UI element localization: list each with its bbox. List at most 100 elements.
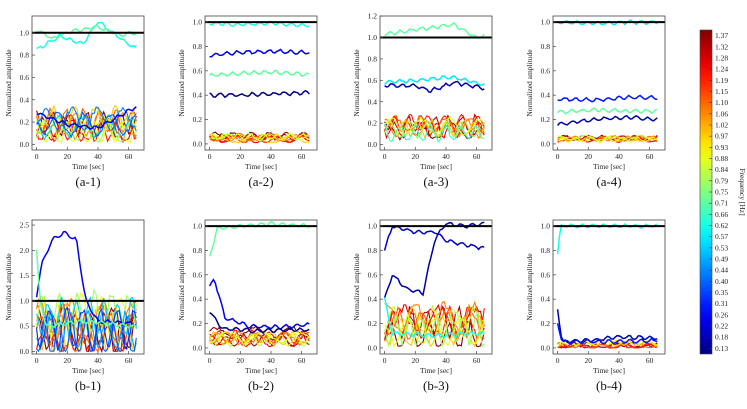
y-tick-label: 0.0 bbox=[193, 139, 203, 148]
colorbar-tick-label: 0.44 bbox=[715, 266, 728, 275]
cluster-trace bbox=[36, 296, 137, 341]
y-tick-label: 0.4 bbox=[368, 295, 378, 304]
series-line-0.18 bbox=[557, 114, 658, 126]
colorbar-tick-label: 1.37 bbox=[715, 31, 728, 40]
x-tick-label: 0 bbox=[556, 152, 560, 161]
y-tick-label: 0.0 bbox=[20, 140, 30, 149]
x-tick-label: 0 bbox=[35, 356, 39, 365]
panel-caption: (a-2) bbox=[248, 174, 273, 189]
colorbar-tick-label: 0.57 bbox=[715, 232, 728, 241]
panel-caption: (a-3) bbox=[423, 174, 448, 189]
x-tick-label: 60 bbox=[473, 152, 481, 161]
series-line-0.62 bbox=[556, 222, 658, 255]
colorbar-tick-label: 0.93 bbox=[715, 143, 728, 152]
cluster-trace bbox=[384, 122, 485, 143]
series-line-0.62 bbox=[36, 21, 137, 50]
colorbar-tick-label: 0.66 bbox=[715, 210, 728, 219]
colorbar-tick-label: 0.97 bbox=[715, 132, 728, 141]
cluster-trace bbox=[209, 330, 310, 347]
x-tick-label: 20 bbox=[237, 152, 245, 161]
y-tick-label: 0.0 bbox=[368, 343, 378, 352]
axes-frame bbox=[204, 219, 318, 355]
x-tick-label: 60 bbox=[473, 356, 481, 365]
axes-frame bbox=[379, 219, 493, 355]
cluster-trace bbox=[209, 132, 310, 142]
cluster-trace bbox=[36, 307, 137, 354]
x-tick-label: 0 bbox=[383, 152, 387, 161]
colorbar-tick-label: 0.18 bbox=[715, 333, 728, 342]
y-tick-label: 0.6 bbox=[541, 270, 551, 279]
y-tick-label: 0.8 bbox=[541, 42, 551, 51]
panel-a-2: 0.0 0.2 0.4 0.6 0.8 1.0 0 20 40 60 Time [sec] Norma… bbox=[177, 15, 318, 189]
colorbar-tick-label: 0.35 bbox=[715, 288, 728, 297]
y-tick-label: 0.2 bbox=[193, 115, 203, 124]
y-tick-label: 0.2 bbox=[541, 115, 551, 124]
y-tick-label: 0.4 bbox=[368, 97, 378, 106]
panel-a-4: 0.0 0.2 0.4 0.6 0.8 1.0 0 20 40 60 Time [sec] Norma… bbox=[525, 15, 666, 189]
y-tick-label: 0.8 bbox=[193, 42, 203, 51]
panel-caption: (b-4) bbox=[596, 378, 622, 393]
y-tick-label: 0.8 bbox=[193, 246, 203, 255]
colorbar-tick-label: 0.53 bbox=[715, 243, 728, 252]
series-line-0.26 bbox=[209, 48, 310, 58]
colorbar-tick-label: 0.26 bbox=[715, 310, 728, 319]
colorbar-tick-label: 0.71 bbox=[715, 199, 728, 208]
cluster-trace bbox=[384, 314, 485, 348]
x-tick-label: 20 bbox=[64, 152, 72, 161]
series-line-0.22 bbox=[383, 225, 485, 251]
panel-a-3: 0.0 0.2 0.4 0.6 0.8 1.0 1.2 0 20 40 60 Time [sec] No… bbox=[352, 12, 493, 189]
y-tick-label: 0.4 bbox=[20, 95, 30, 104]
y-tick-label: 0.6 bbox=[20, 73, 30, 82]
cluster-trace bbox=[36, 113, 137, 141]
plot-area bbox=[384, 21, 485, 143]
y-tick-label: 0.6 bbox=[368, 76, 378, 85]
y-tick-label: 1.0 bbox=[20, 28, 30, 37]
y-tick-label: 0.6 bbox=[541, 66, 551, 75]
y-tick-label: 0.0 bbox=[541, 139, 551, 148]
y-axis-label: Normalized amplitude bbox=[177, 253, 186, 321]
x-tick-label: 60 bbox=[298, 152, 306, 161]
colorbar-tick-label: 1.10 bbox=[715, 98, 728, 107]
y-axis-label: Normalized amplitude bbox=[525, 49, 534, 117]
y-tick-label: 0.8 bbox=[20, 51, 30, 60]
y-tick-label: 0.6 bbox=[193, 66, 203, 75]
x-tick-label: 0 bbox=[208, 356, 212, 365]
colorbar-tick-label: 0.31 bbox=[715, 299, 728, 308]
y-tick-label: 0.8 bbox=[541, 246, 551, 255]
y-tick-label: 0.0 bbox=[193, 343, 203, 352]
x-tick-label: 40 bbox=[442, 152, 450, 161]
x-axis-label: Time [sec] bbox=[420, 162, 452, 171]
x-tick-label: 40 bbox=[615, 152, 623, 161]
x-tick-label: 40 bbox=[94, 152, 102, 161]
cluster-trace bbox=[384, 305, 485, 338]
cluster-trace bbox=[557, 343, 658, 349]
y-tick-label: 0.8 bbox=[368, 246, 378, 255]
y-tick-label: 0.4 bbox=[193, 295, 203, 304]
x-tick-label: 60 bbox=[125, 152, 133, 161]
series-line-0.71 bbox=[557, 107, 658, 115]
cluster-trace bbox=[36, 297, 137, 345]
x-tick-label: 20 bbox=[64, 356, 72, 365]
x-axis-label: Time [sec] bbox=[72, 366, 104, 375]
cluster-trace bbox=[557, 135, 658, 142]
x-tick-label: 40 bbox=[267, 356, 275, 365]
series-line-0.31 bbox=[557, 94, 658, 103]
y-tick-label: 1.2 bbox=[368, 12, 378, 21]
y-axis-label: Normalized amplitude bbox=[525, 253, 534, 321]
series-line-0.57 bbox=[384, 75, 485, 86]
y-tick-label: 0.2 bbox=[193, 319, 203, 328]
y-tick-label: 1.5 bbox=[20, 271, 30, 280]
plot-area bbox=[208, 220, 310, 348]
x-tick-label: 60 bbox=[125, 356, 133, 365]
y-tick-label: 1.0 bbox=[20, 296, 30, 305]
x-tick-label: 0 bbox=[208, 152, 212, 161]
cluster-trace bbox=[557, 134, 658, 141]
x-tick-label: 0 bbox=[35, 152, 39, 161]
series-line-0.18 bbox=[556, 309, 658, 345]
series-line-0.71 bbox=[36, 24, 137, 39]
x-axis-label: Time [sec] bbox=[420, 366, 452, 375]
panel-caption: (a-1) bbox=[75, 174, 100, 189]
cluster-trace bbox=[209, 330, 310, 347]
plot-area bbox=[209, 20, 310, 144]
x-axis-label: Time [sec] bbox=[593, 366, 625, 375]
